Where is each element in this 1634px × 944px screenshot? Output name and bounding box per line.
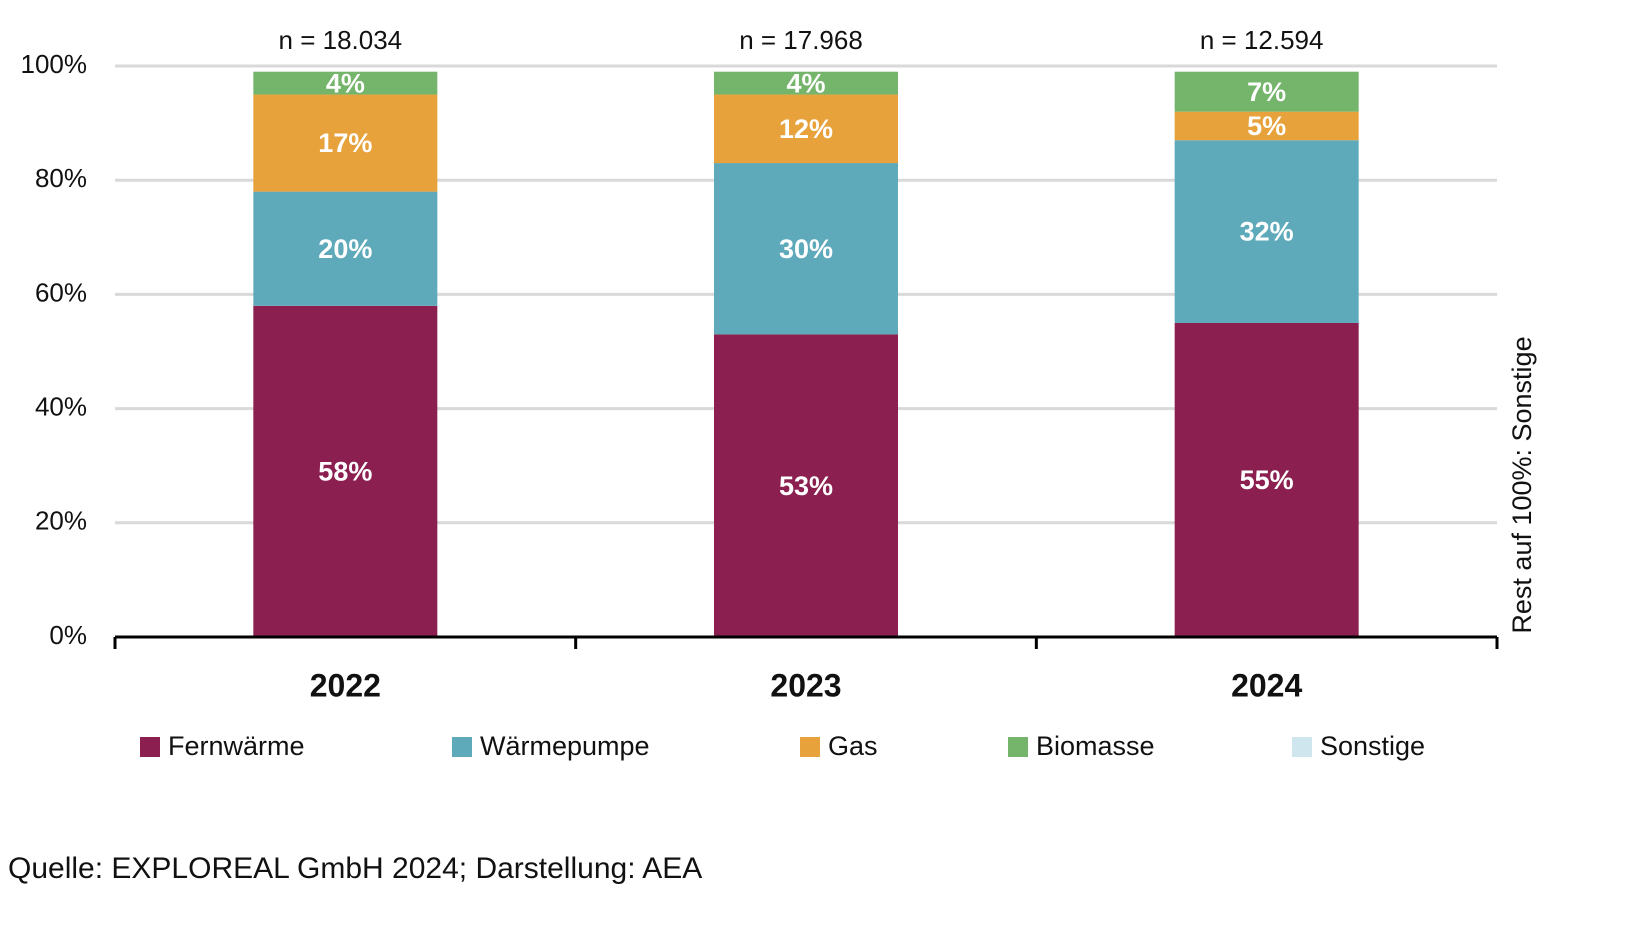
y-tick-label: 80% xyxy=(35,163,87,193)
legend-label: Wärmepumpe xyxy=(480,731,650,761)
legend-swatch xyxy=(1292,737,1312,757)
legend-swatch xyxy=(140,737,160,757)
y-tick-label: 60% xyxy=(35,277,87,307)
bar-segment xyxy=(714,334,898,637)
y-tick-label: 20% xyxy=(35,506,87,536)
annotation: n = 18.034 xyxy=(279,25,403,55)
data-label: 58% xyxy=(318,457,372,487)
source: Quelle: EXPLOREAL GmbH 2024; Darstellung… xyxy=(8,852,702,885)
data-label: 53% xyxy=(779,471,833,501)
legend-label: Biomasse xyxy=(1036,731,1155,761)
x-tick-label: 2023 xyxy=(770,667,841,703)
y-tick-label: 40% xyxy=(35,391,87,421)
data-label: 4% xyxy=(786,68,825,98)
bar-segment xyxy=(1174,71,1359,112)
annotation: n = 12.594 xyxy=(1200,25,1324,55)
data-label: 32% xyxy=(1240,217,1294,247)
data-label: 20% xyxy=(318,234,372,264)
x-tick-label: 2022 xyxy=(310,667,381,703)
bar-segment xyxy=(714,71,898,95)
legend-label: Sonstige xyxy=(1320,731,1425,761)
legend-swatch xyxy=(452,737,472,757)
data-label: 5% xyxy=(1247,111,1286,141)
data-label: 4% xyxy=(326,68,365,98)
data-label: 12% xyxy=(779,114,833,144)
bar-segment xyxy=(1174,140,1359,323)
data-label: 7% xyxy=(1247,77,1286,107)
y-tick-label: 100% xyxy=(21,49,88,79)
x-tick-label: 2024 xyxy=(1231,667,1302,703)
data-label: 55% xyxy=(1240,465,1294,495)
bar-segment xyxy=(253,305,438,637)
legend-label: Fernwärme xyxy=(168,731,305,761)
bar-segment xyxy=(714,163,898,335)
legend-swatch xyxy=(1008,737,1028,757)
annotation: n = 17.968 xyxy=(739,25,863,55)
bar-segment xyxy=(253,94,438,192)
bar-segment xyxy=(714,94,898,164)
y-tick-label: 0% xyxy=(49,620,87,650)
bar-segment xyxy=(253,71,438,95)
right-axis-label: Rest auf 100%: Sonstige xyxy=(1507,336,1537,633)
data-label: 17% xyxy=(318,128,372,158)
legend-swatch xyxy=(800,737,820,757)
bar-segment xyxy=(253,191,438,306)
data-label: 30% xyxy=(779,234,833,264)
bar-segment xyxy=(1174,322,1359,637)
bar-segment xyxy=(1174,111,1359,141)
legend-label: Gas xyxy=(828,731,878,761)
